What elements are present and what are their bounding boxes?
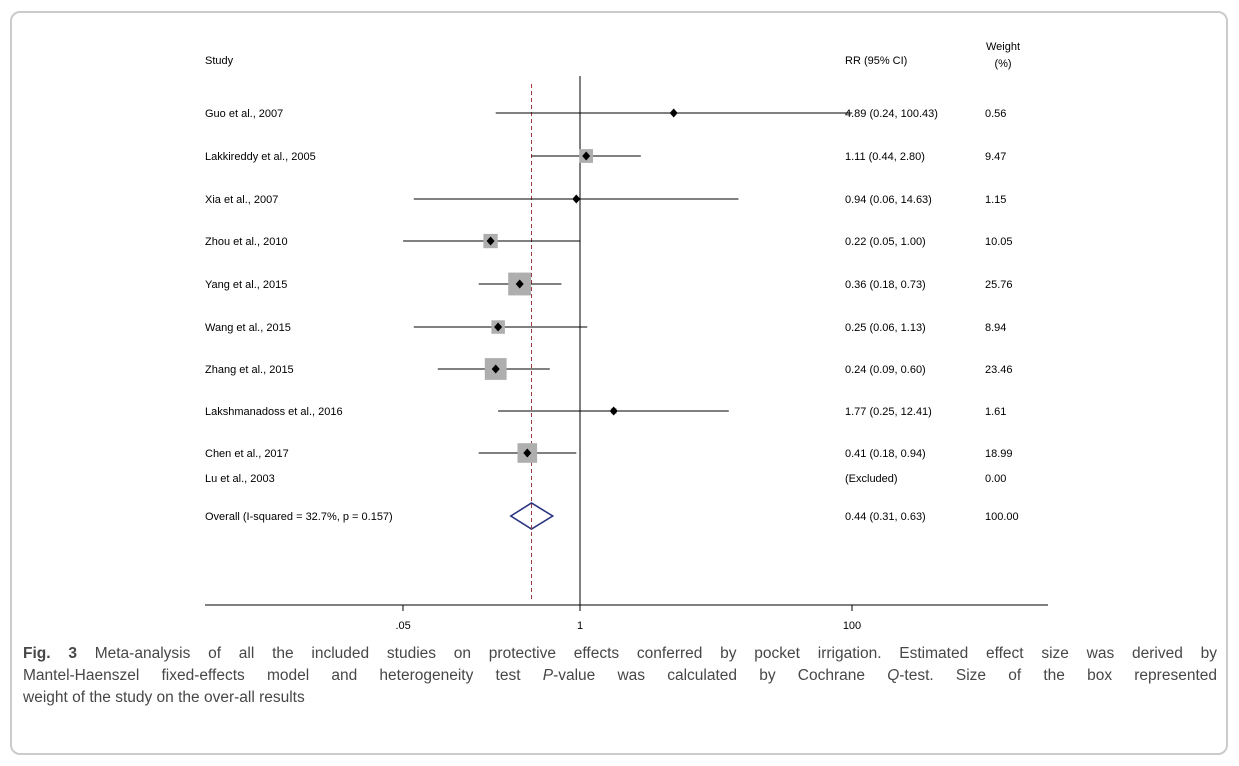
study-weight: 25.76 xyxy=(985,279,1013,291)
x-axis-tick: .05 xyxy=(395,605,411,632)
study-row: Guo et al., 2007 4.89 (0.24, 100.43) 0.5… xyxy=(205,108,1006,120)
tick-label: 100 xyxy=(843,620,861,632)
caption-line-3: weight of the study on the over-all resu… xyxy=(23,687,1217,709)
overall-rr-ci: 0.44 (0.31, 0.63) xyxy=(845,511,926,523)
study-label: Wang et al., 2015 xyxy=(205,322,291,334)
overall-weight: 100.00 xyxy=(985,511,1019,523)
study-rr-ci: 0.41 (0.18, 0.94) xyxy=(845,448,926,460)
caption-text: Meta-analysis of all the included studie… xyxy=(76,645,1217,662)
study-rr-ci: 0.24 (0.09, 0.60) xyxy=(845,364,926,376)
study-label: Zhang et al., 2015 xyxy=(205,364,294,376)
study-weight: 9.47 xyxy=(985,151,1006,163)
point-estimate-marker xyxy=(491,364,500,374)
study-row: Lakkireddy et al., 2005 1.11 (0.44, 2.80… xyxy=(205,149,1006,163)
study-weight: 0.00 xyxy=(985,473,1006,485)
study-rr-ci: 1.77 (0.25, 12.41) xyxy=(845,406,932,418)
x-axis-tick: 100 xyxy=(843,605,861,632)
caption-italic-p: P xyxy=(542,667,554,684)
point-estimate-marker xyxy=(609,406,618,416)
study-rr-ci: 0.22 (0.05, 1.00) xyxy=(845,236,926,248)
study-rows: Guo et al., 2007 4.89 (0.24, 100.43) 0.5… xyxy=(205,108,1013,485)
x-axis-ticks: .05 1 100 xyxy=(395,605,861,632)
forest-plot: Study RR (95% CI) Weight (%) Overall (I-… xyxy=(205,41,1048,632)
caption-text: Mantel-Haenszel fixed-effects model and … xyxy=(23,667,543,684)
overall-diamond xyxy=(509,502,555,530)
figure-caption: Fig. 3 Meta-analysis of all the included… xyxy=(23,643,1217,709)
overall-label: Overall (I-squared = 32.7%, p = 0.157) xyxy=(205,511,393,523)
study-row: Lakshmanadoss et al., 2016 1.77 (0.25, 1… xyxy=(205,406,1006,418)
study-label: Guo et al., 2007 xyxy=(205,108,283,120)
column-header-rr-ci: RR (95% CI) xyxy=(845,55,907,67)
point-estimate-marker xyxy=(486,236,495,246)
study-label: Yang et al., 2015 xyxy=(205,279,287,291)
study-row: Chen et al., 2017 0.41 (0.18, 0.94) 18.9… xyxy=(205,443,1013,463)
study-rr-ci: 0.25 (0.06, 1.13) xyxy=(845,322,926,334)
study-label: Xia et al., 2007 xyxy=(205,194,278,206)
figure-number: Fig. 3 xyxy=(23,645,77,662)
study-row: Wang et al., 2015 0.25 (0.06, 1.13) 8.94 xyxy=(205,320,1006,334)
study-label: Lu et al., 2003 xyxy=(205,473,275,485)
study-label: Lakshmanadoss et al., 2016 xyxy=(205,406,343,418)
point-estimate-marker xyxy=(582,151,591,161)
column-header-weight: Weight xyxy=(986,41,1020,53)
point-estimate-marker xyxy=(669,108,678,118)
study-rr-ci: 1.11 (0.44, 2.80) xyxy=(845,151,925,163)
study-row: Zhou et al., 2010 0.22 (0.05, 1.00) 10.0… xyxy=(205,233,1013,249)
caption-text: weight of the study on the over-all resu… xyxy=(23,689,305,706)
study-weight: 0.56 xyxy=(985,108,1006,120)
study-row: Lu et al., 2003 (Excluded) 0.00 xyxy=(205,473,1006,485)
study-label: Lakkireddy et al., 2005 xyxy=(205,151,316,163)
study-row: Xia et al., 2007 0.94 (0.06, 14.63) 1.15 xyxy=(205,194,1006,206)
point-estimate-marker xyxy=(515,279,524,289)
study-weight: 8.94 xyxy=(985,322,1006,334)
tick-label: .05 xyxy=(395,620,410,632)
study-row: Zhang et al., 2015 0.24 (0.09, 0.60) 23.… xyxy=(205,358,1013,380)
caption-text: -test. Size of the box represented xyxy=(899,667,1217,684)
caption-line-2: Mantel-Haenszel fixed-effects model and … xyxy=(23,665,1217,687)
study-row: Yang et al., 2015 0.36 (0.18, 0.73) 25.7… xyxy=(205,272,1013,296)
study-label: Chen et al., 2017 xyxy=(205,448,289,460)
caption-italic-q: Q xyxy=(887,667,900,684)
study-weight: 18.99 xyxy=(985,448,1013,460)
tick-label: 1 xyxy=(577,620,583,632)
point-estimate-marker xyxy=(494,322,503,332)
caption-line-1: Fig. 3 Meta-analysis of all the included… xyxy=(23,643,1217,665)
study-rr-ci: 0.36 (0.18, 0.73) xyxy=(845,279,926,291)
point-estimate-marker xyxy=(572,194,581,204)
overall-row: Overall (I-squared = 32.7%, p = 0.157) 0… xyxy=(205,502,1019,530)
caption-text: -value was calculated by Cochrane xyxy=(553,667,888,684)
study-label: Zhou et al., 2010 xyxy=(205,236,288,248)
point-estimate-marker xyxy=(523,448,532,458)
study-rr-ci: 4.89 (0.24, 100.43) xyxy=(845,108,938,120)
study-weight: 23.46 xyxy=(985,364,1013,376)
column-header-weight-pct: (%) xyxy=(994,58,1011,70)
study-weight: 10.05 xyxy=(985,236,1013,248)
column-header-study: Study xyxy=(205,55,234,67)
study-rr-ci: 0.94 (0.06, 14.63) xyxy=(845,194,932,206)
study-rr-ci: (Excluded) xyxy=(845,473,898,485)
study-weight: 1.15 xyxy=(985,194,1006,206)
study-weight: 1.61 xyxy=(985,406,1006,418)
x-axis-tick: 1 xyxy=(577,605,583,632)
